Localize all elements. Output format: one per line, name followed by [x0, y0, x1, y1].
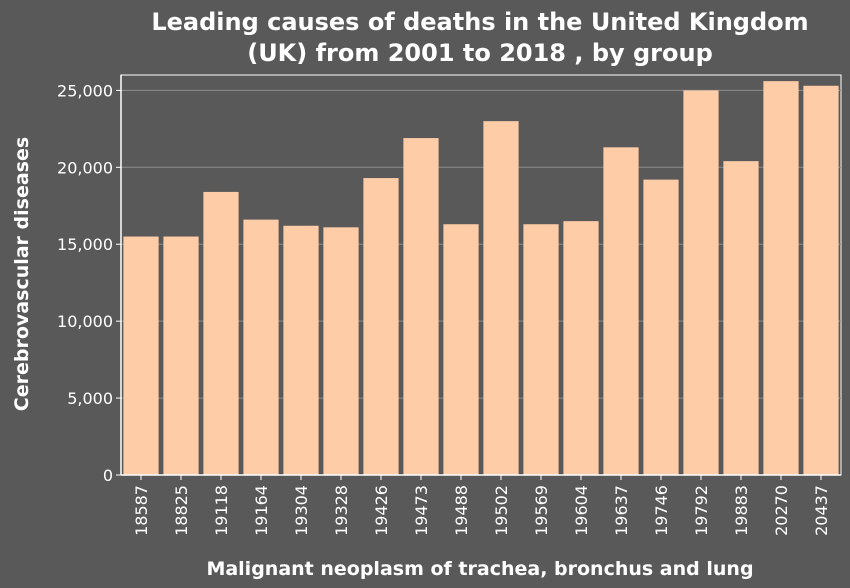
bar-19883: [723, 161, 759, 475]
bars: [123, 81, 839, 476]
y-tick-label: 10,000: [57, 312, 113, 331]
bar-19488: [443, 224, 479, 475]
bar-19604: [563, 221, 599, 475]
x-tick-label: 20437: [812, 485, 831, 536]
plot-area: [120, 74, 842, 476]
bar-19637: [603, 147, 639, 476]
x-axis-ticks: 18587 18825 19118 19164 19304 19328 19426 19473…: [121, 474, 841, 536]
bar-19328: [323, 227, 359, 475]
bar-19118: [203, 191, 239, 475]
x-tick-label: 19118: [212, 485, 231, 536]
x-tick-label: 18587: [132, 485, 151, 536]
y-axis-ticks: 0 5,000 10,000 15,000 20,000 25,000: [57, 75, 122, 485]
bar-19792: [683, 90, 719, 475]
x-tick-label: 19164: [252, 485, 271, 536]
x-tick-label: 19569: [532, 485, 551, 536]
x-axis-title: Malignant neoplasm of trachea, bronchus …: [206, 558, 753, 580]
chart-title-line-1: Leading causes of deaths in the United K…: [151, 8, 808, 36]
y-tick-label: 25,000: [57, 81, 113, 100]
bar-19502: [483, 121, 519, 476]
bar-20437: [803, 85, 839, 476]
y-axis-title: Cerebrovascular diseases: [11, 137, 33, 411]
x-tick-label: 19792: [692, 485, 711, 536]
x-tick-label: 19426: [372, 485, 391, 536]
x-tick-label: 19473: [412, 485, 431, 536]
bar-20270: [763, 81, 799, 476]
bar-19746: [643, 179, 679, 475]
x-tick-label: 19883: [732, 485, 751, 536]
bar-19426: [363, 178, 399, 476]
x-tick-label: 18825: [172, 485, 191, 536]
x-tick-label: 19604: [572, 485, 591, 536]
y-tick-label: 0: [103, 466, 113, 485]
bar-19473: [403, 138, 439, 476]
x-tick-label: 19637: [612, 485, 631, 536]
bar-19164: [243, 219, 279, 475]
bar-18587: [123, 236, 159, 475]
x-tick-label: 19746: [652, 485, 671, 536]
x-tick-label: 19488: [452, 485, 471, 536]
bar-19569: [523, 224, 559, 475]
chart-title-line-2: (UK) from 2001 to 2018 , by group: [247, 39, 713, 67]
y-tick-label: 20,000: [57, 158, 113, 177]
bar-18825: [163, 236, 199, 475]
x-tick-label: 19328: [332, 485, 351, 536]
y-tick-label: 5,000: [67, 389, 113, 408]
x-tick-label: 19304: [292, 485, 311, 536]
y-tick-label: 15,000: [57, 235, 113, 254]
x-tick-label: 19502: [492, 485, 511, 536]
x-tick-label: 20270: [772, 485, 791, 536]
bar-19304: [283, 225, 319, 475]
